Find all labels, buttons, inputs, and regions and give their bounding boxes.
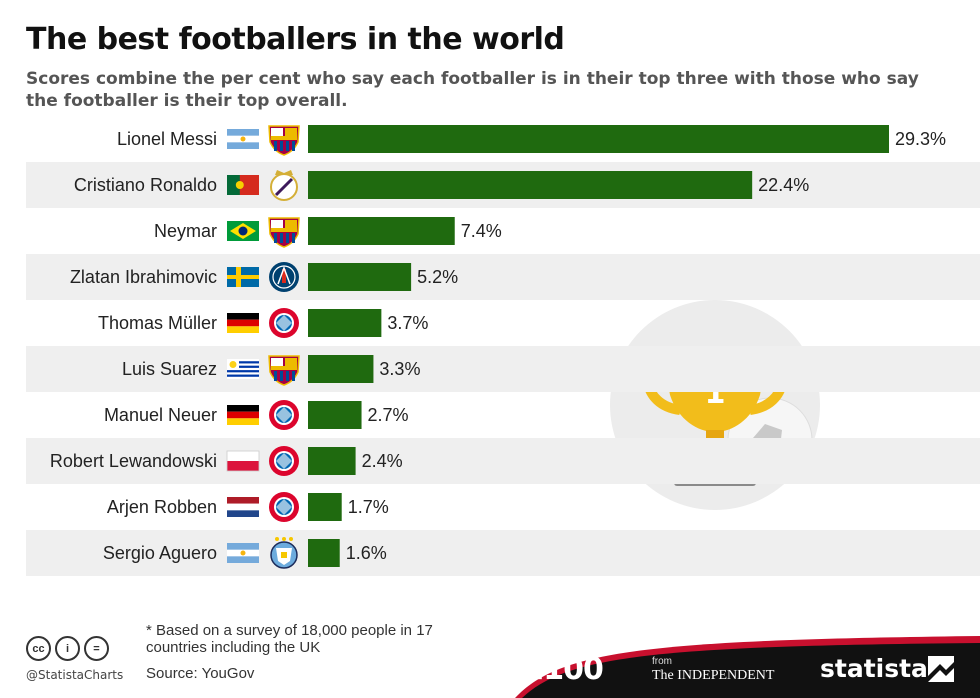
row-stripe <box>26 530 980 576</box>
psg-crest-icon <box>269 262 299 292</box>
row-stripe <box>26 438 980 484</box>
category-label: Thomas Müller <box>98 313 217 333</box>
statista-mark-icon <box>928 656 954 682</box>
bar <box>308 493 342 521</box>
flag-brazil-icon <box>227 221 259 241</box>
category-label: Cristiano Ronaldo <box>74 175 217 195</box>
independent-logo[interactable]: The INDEPENDENT <box>652 668 775 683</box>
category-label: Luis Suarez <box>122 359 217 379</box>
category-label: Manuel Neuer <box>104 405 217 425</box>
flag-netherlands-icon <box>227 497 259 517</box>
value-label: 22.4% <box>758 175 809 195</box>
fc-barcelona-crest-icon <box>268 355 300 386</box>
value-label: 1.7% <box>348 497 389 517</box>
bar <box>308 263 412 291</box>
attribution-icon[interactable]: i <box>55 636 80 661</box>
value-label: 1.6% <box>346 543 387 563</box>
flag-portugal-icon <box>227 175 259 195</box>
category-label: Zlatan Ibrahimovic <box>70 267 217 287</box>
license-icons: cc i = <box>26 636 109 661</box>
bar <box>308 309 382 337</box>
flag-poland-icon <box>226 450 260 472</box>
bar <box>308 539 340 567</box>
value-label: 3.3% <box>379 359 420 379</box>
row-stripe <box>26 346 980 392</box>
bar <box>308 125 889 153</box>
bayern-munich-crest-icon <box>269 308 299 338</box>
fc-barcelona-crest-icon <box>268 217 300 248</box>
category-label: Lionel Messi <box>117 129 217 149</box>
bayern-munich-crest-icon <box>269 400 299 430</box>
flag-germany-icon <box>227 405 259 425</box>
category-label: Robert Lewandowski <box>50 451 217 471</box>
no-derivatives-icon[interactable]: = <box>84 636 109 661</box>
from-label: from <box>652 656 672 667</box>
flag-argentina-icon <box>227 129 259 149</box>
flag-uruguay-icon <box>227 359 259 379</box>
value-label: 2.7% <box>368 405 409 425</box>
category-label: Sergio Aguero <box>103 543 217 563</box>
category-label: Arjen Robben <box>107 497 217 517</box>
category-label: Neymar <box>154 221 217 241</box>
value-label: 7.4% <box>461 221 502 241</box>
footnote: * Based on a survey of 18,000 people in … <box>146 622 433 656</box>
creative-commons-icon[interactable]: cc <box>26 636 51 661</box>
flag-sweden-icon <box>227 267 259 287</box>
value-label: 5.2% <box>417 267 458 287</box>
i100-logo[interactable]: i100 <box>534 652 604 687</box>
row-stripe <box>26 254 980 300</box>
chart-title: The best footballers in the world <box>26 22 565 57</box>
flag-argentina-icon <box>227 543 259 563</box>
bayern-munich-crest-icon <box>269 492 299 522</box>
bar <box>308 401 362 429</box>
value-label: 3.7% <box>387 313 428 333</box>
chart-subtitle: Scores combine the per cent who say each… <box>26 69 919 111</box>
bar <box>308 355 374 383</box>
bar <box>308 447 356 475</box>
bayern-munich-crest-icon <box>269 446 299 476</box>
value-label: 29.3% <box>895 129 946 149</box>
source-text: Source: YouGov <box>146 665 255 682</box>
fc-barcelona-crest-icon <box>268 125 300 156</box>
statista-logo[interactable]: statista <box>820 654 928 683</box>
bar <box>308 217 455 245</box>
real-madrid-crest-icon <box>270 170 298 201</box>
manchester-city-crest-icon <box>270 537 298 569</box>
bar <box>308 171 753 199</box>
twitter-handle[interactable]: @StatistaCharts <box>26 668 124 682</box>
flag-germany-icon <box>227 313 259 333</box>
value-label: 2.4% <box>362 451 403 471</box>
